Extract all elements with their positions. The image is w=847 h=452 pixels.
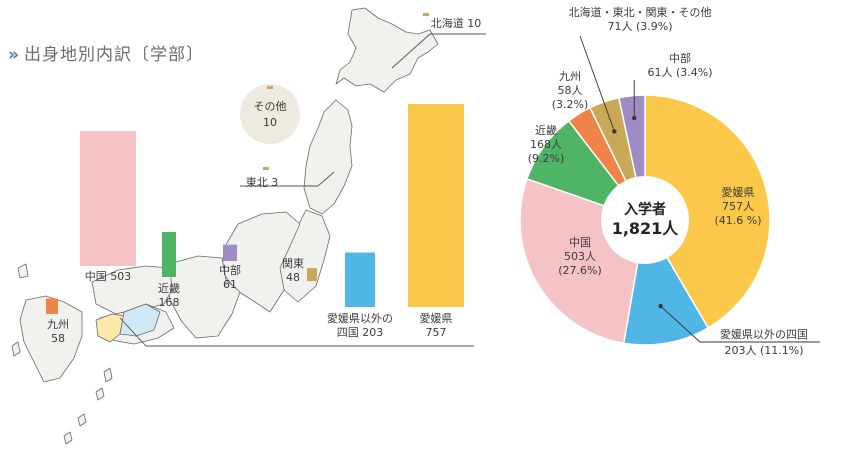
japan-map: [11, 7, 439, 445]
pie-label-value: 61人 (3.4%): [647, 66, 712, 79]
bar-mark: [263, 167, 269, 170]
pie-center-total: 1,821人: [612, 219, 680, 238]
pie-label-pct: (41.6 %): [714, 214, 761, 227]
bar-mark: [408, 104, 464, 307]
map-hokkaido: [335, 7, 439, 93]
bar-label-name: その他: [254, 100, 287, 113]
bar-label-value: 168: [159, 296, 180, 309]
chart-heading: 出身地別内訳〔学部〕: [23, 45, 204, 65]
pie-leader-dot: [612, 129, 617, 134]
bar-mark: [307, 268, 317, 281]
bar-mark: [223, 244, 237, 261]
pie-label-value: 203人 (11.1%): [724, 344, 803, 357]
bar-label-name: 中部: [219, 263, 241, 277]
pie-label-name: 愛媛県: [722, 185, 755, 199]
pie-label-name: 中部: [669, 51, 691, 65]
pie-label-name: 愛媛県以外の四国: [720, 327, 808, 341]
pie-label-pct: (27.6%): [558, 264, 602, 277]
pie-label-count: 503人: [564, 250, 596, 263]
bar-label: 中国 503: [85, 270, 132, 283]
bar-label-name-value: 四国 203: [337, 326, 384, 339]
map-tohoku: [303, 99, 353, 215]
map-chugoku: [91, 265, 173, 315]
bar-label: 北海道 10: [431, 16, 482, 30]
bar-mark: [345, 252, 375, 307]
bar-label-name: 近畿: [158, 281, 180, 295]
map-kyushu: [19, 295, 83, 383]
bar-mark: [423, 13, 429, 16]
bar-label-name: 九州: [47, 318, 69, 331]
bar-label: 東北 3: [246, 176, 279, 189]
pie-leader: [579, 35, 615, 132]
pie-label-pct: (3.2%): [552, 98, 589, 111]
bar-mark: [80, 131, 136, 266]
pie-center-title: 入学者: [624, 201, 666, 218]
pie-leader-dot: [658, 303, 663, 309]
leader-shikoku: [119, 317, 474, 347]
bar-label-value: 10: [263, 116, 277, 129]
bar-label-value: 58: [51, 332, 65, 345]
bar-mark: [162, 231, 176, 277]
pie-label-count: 58人: [558, 84, 583, 97]
pie-label-count: 168人: [530, 138, 562, 151]
bar-label-name: 愛媛県以外の: [327, 311, 393, 325]
pie-label-name: 九州: [559, 70, 581, 83]
pie-label-count: 757人: [722, 200, 754, 213]
bar-label-name: 愛媛県: [420, 311, 453, 325]
map-kinki: [165, 255, 241, 339]
pie-center: [601, 176, 689, 264]
pie-leader-dot: [632, 115, 637, 121]
map-shikoku-others: [119, 303, 161, 337]
page-title: » 出身地別内訳〔学部〕: [8, 40, 204, 65]
bar-other-circle: [240, 84, 300, 144]
bar-label-value: 757: [426, 326, 447, 339]
map-islands: [11, 263, 113, 445]
bar-label-value: 48: [286, 271, 300, 284]
pie-label-name: 近畿: [535, 123, 557, 137]
bar-mark: [46, 298, 58, 314]
pie-label-name: 北海道・東北・関東・その他: [569, 5, 712, 19]
pie-label-pct: (9.2%): [528, 152, 565, 165]
chevron-icon: »: [8, 45, 20, 65]
pie-leader: [660, 305, 820, 343]
pie-slice: [644, 94, 771, 329]
leader-hokkaido: [391, 33, 486, 69]
bar-label-value: 61: [223, 278, 237, 291]
leader-tohoku: [240, 171, 335, 187]
bar-label-name: 関東: [282, 257, 304, 270]
pie-label-value: 71人 (3.9%): [607, 20, 672, 33]
bar-mark: [267, 86, 273, 89]
pie-label-name: 中国: [569, 236, 591, 249]
